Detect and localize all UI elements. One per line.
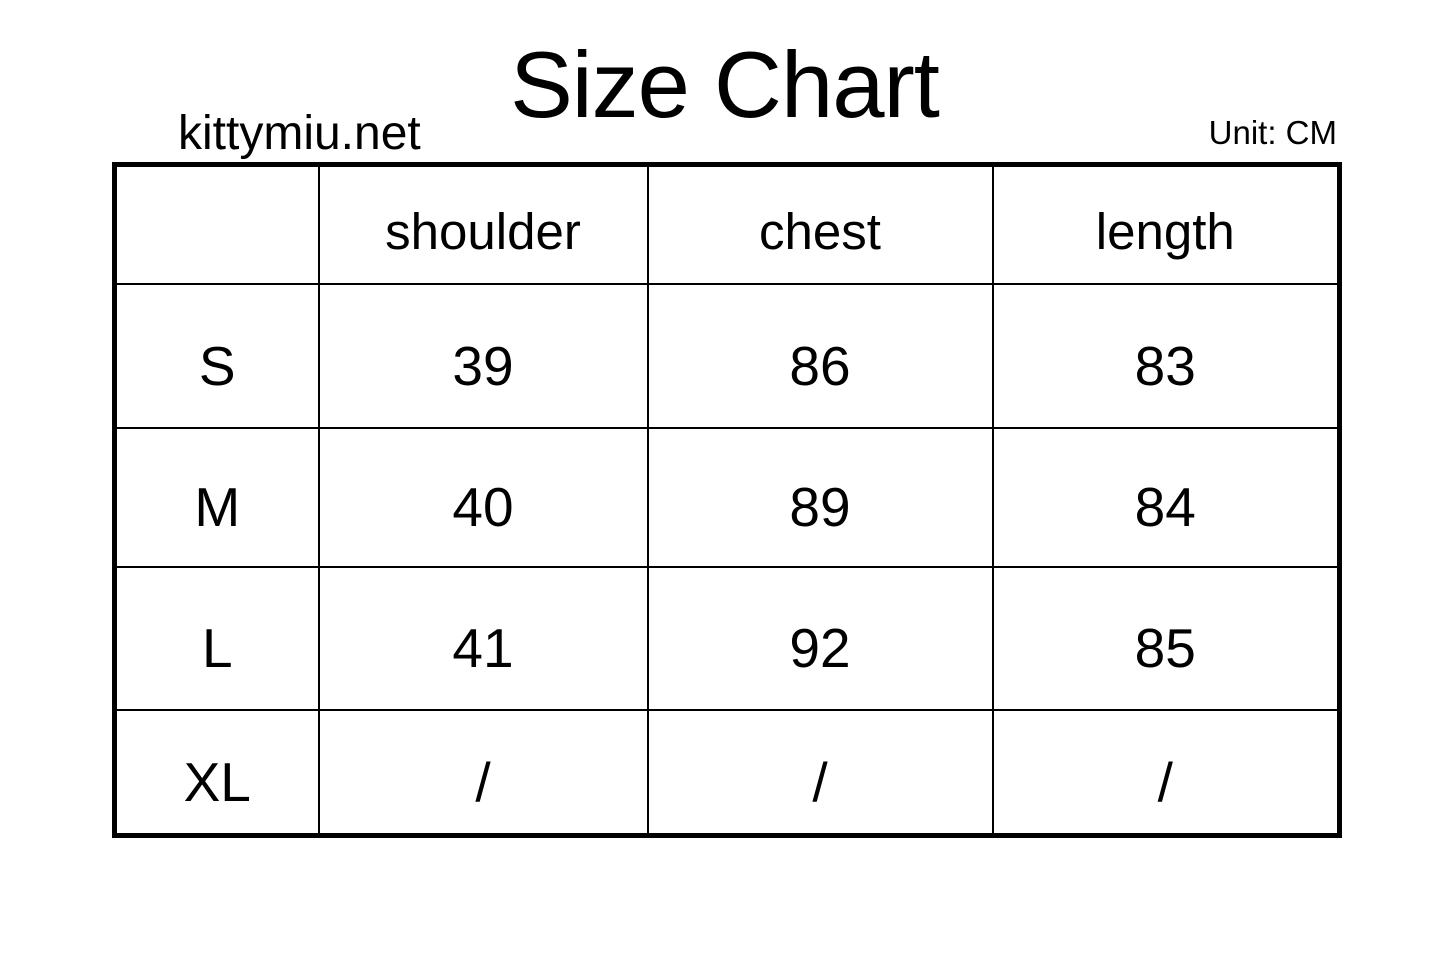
- header-cell-length: length: [991, 163, 1341, 285]
- cell-l-shoulder: 41: [317, 565, 649, 711]
- cell-m-chest: 89: [646, 426, 994, 568]
- cell-m-length: 84: [991, 426, 1341, 568]
- table-row-m: M 40 89 84: [113, 426, 1341, 568]
- site-label: kittymiu.net: [178, 107, 421, 160]
- unit-label: Unit: CM: [1208, 114, 1337, 151]
- page-title: Size Chart: [510, 32, 940, 137]
- cell-s-chest: 86: [646, 282, 994, 429]
- size-label-s: S: [113, 282, 320, 429]
- header-cell-shoulder: shoulder: [317, 163, 649, 285]
- table-row-xl: XL / / /: [113, 708, 1341, 837]
- table-row-l: L 41 92 85: [113, 565, 1341, 711]
- size-label-m: M: [113, 426, 320, 568]
- cell-l-chest: 92: [646, 565, 994, 711]
- cell-xl-shoulder: /: [317, 708, 649, 837]
- size-table: shoulder chest length S 39 86 83 M 40 89…: [112, 162, 1342, 838]
- table-header-row: shoulder chest length: [113, 163, 1341, 285]
- size-label-l: L: [113, 565, 320, 711]
- cell-m-shoulder: 40: [317, 426, 649, 568]
- size-label-xl: XL: [113, 708, 320, 837]
- cell-s-shoulder: 39: [317, 282, 649, 429]
- cell-s-length: 83: [991, 282, 1341, 429]
- cell-xl-length: /: [991, 708, 1341, 837]
- cell-l-length: 85: [991, 565, 1341, 711]
- header-cell-chest: chest: [646, 163, 994, 285]
- cell-xl-chest: /: [646, 708, 994, 837]
- table-row-s: S 39 86 83: [113, 282, 1341, 429]
- header-cell-empty: [113, 163, 320, 285]
